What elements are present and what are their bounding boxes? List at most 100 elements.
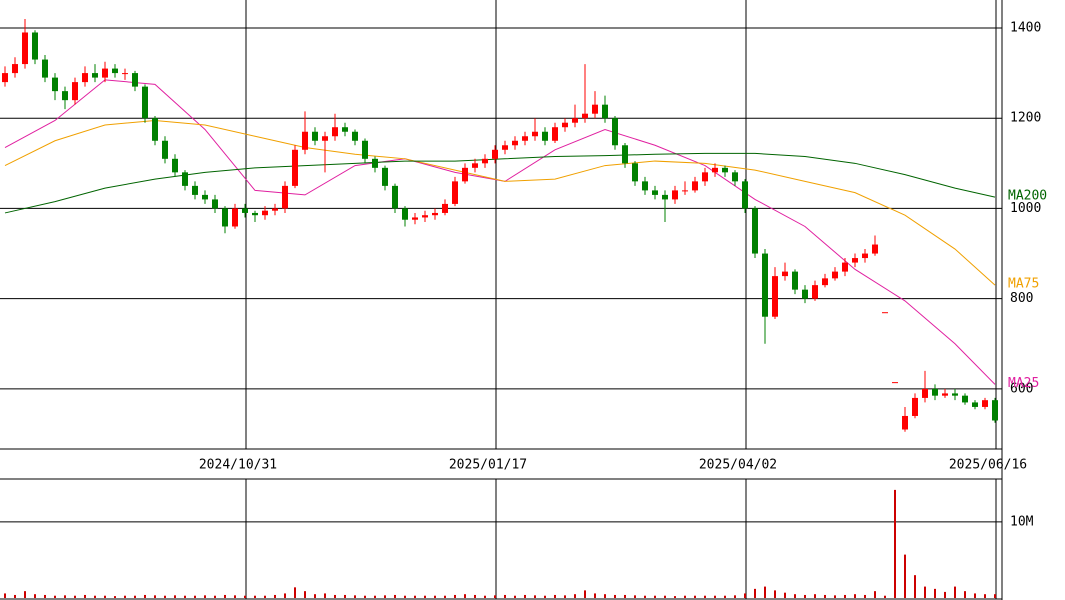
x-tick-label: 2025/01/17 [449,458,527,473]
volume-bar [574,594,576,598]
volume-bar [454,594,456,598]
volume-bar [654,595,656,598]
candle-body [422,215,428,218]
volume-bar [544,595,546,598]
volume-bar [714,595,716,598]
candle-body [572,118,578,123]
candle-body [592,104,598,114]
volume-bar [424,595,426,598]
volume-bar [474,594,476,598]
volume-bar [404,595,406,598]
candle-body [942,393,948,396]
volume-bar [144,594,146,598]
candle-body [762,253,768,317]
y-tick-label: 600 [1010,381,1033,396]
volume-bar [604,594,606,598]
ma-line [4,119,996,286]
volume-bar [214,595,216,598]
volume-bar [894,489,896,598]
candle-body [712,167,718,173]
candle-body [282,185,288,209]
candle-body [752,208,758,254]
candle-body [302,131,308,150]
volume-bar [594,593,596,598]
volume-bar [314,594,316,598]
candle-body [372,158,378,168]
candle-body [502,145,508,150]
volume-bar [234,595,236,598]
volume-bar [364,595,366,598]
volume-bar [204,595,206,598]
candle-body [172,158,178,173]
volume-bar [74,595,76,598]
volume-bar [634,595,636,598]
volume-bar [584,590,586,598]
volume-bar [864,594,866,598]
candle-body [482,158,488,164]
candle-body [552,127,558,141]
volume-bar [194,595,196,598]
candle-body [682,190,688,192]
volume-bar [254,595,256,598]
volume-bar [184,595,186,598]
volume-bar [44,594,46,598]
volume-bar [884,595,886,598]
candle-body [612,118,618,146]
volume-bar [34,594,36,598]
volume-bar [944,591,946,598]
y-tick-label: 1200 [1010,111,1041,126]
candle-body [602,104,608,119]
volume-bar [434,595,436,598]
candle-body [32,32,38,60]
candle-body [832,271,838,279]
candle-body [112,68,118,74]
volume-bar [734,595,736,598]
candle-body [622,145,628,164]
candle-body [492,149,498,159]
volume-bar [334,594,336,598]
candle-body [122,73,128,75]
volume-bar [104,595,106,598]
y-tick-label: 1000 [1010,201,1041,216]
candle-body [972,402,978,407]
candle-body [652,190,658,195]
candle-body [232,208,238,227]
volume-bar [514,595,516,598]
x-tick-label: 2024/10/31 [199,458,277,473]
candle-body [342,127,348,132]
volume-bar [164,595,166,598]
candle-body [812,285,818,299]
candle-body [782,271,788,277]
candle-body [352,131,358,141]
volume-bar [394,594,396,598]
candle-body [252,212,258,216]
candle-body [672,190,678,200]
volume-bar [134,595,136,598]
candle-body [292,149,298,186]
volume-bar [414,595,416,598]
candle-body [632,163,638,182]
volume-bar [274,594,276,598]
candle-body [92,73,98,78]
ma-label: MA25 [1008,376,1039,391]
volume-bar [464,594,466,598]
volume-bar [24,591,26,598]
candle-body [512,140,518,146]
candle-body [192,185,198,195]
volume-bar [684,595,686,598]
volume-bar [644,595,646,598]
ma-label: MA200 [1008,189,1047,204]
volume-bar [284,593,286,598]
candle-body [362,140,368,159]
volume-bar [344,594,346,598]
volume-bar [444,595,446,598]
volume-bar [874,591,876,598]
ma-label: MA75 [1008,277,1039,292]
candle-body [932,388,938,396]
candle-body [202,194,208,200]
x-tick-label: 2025/04/02 [699,458,777,473]
candle-body [882,312,888,314]
candle-body [982,400,988,407]
candle-body [392,185,398,209]
candle-body [312,131,318,141]
